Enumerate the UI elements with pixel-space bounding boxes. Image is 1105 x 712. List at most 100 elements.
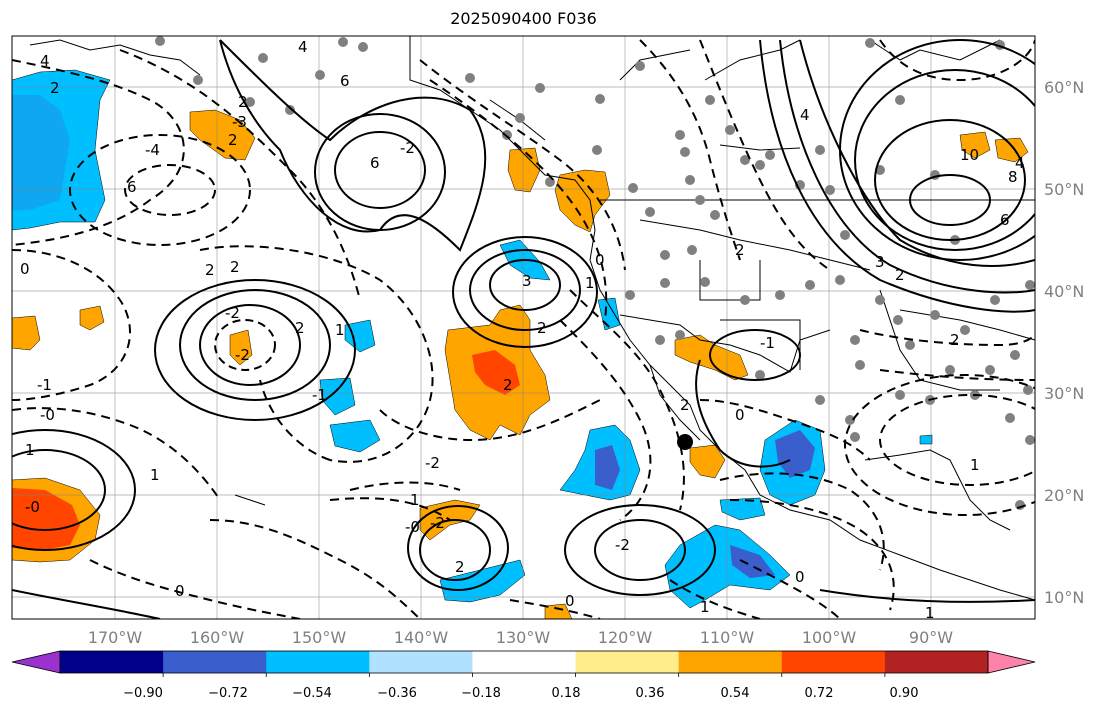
- contour-label: -1: [760, 334, 775, 352]
- contour-label: -1: [312, 386, 327, 404]
- colorbar-segment: [60, 651, 164, 673]
- coastlines: [29, 36, 1035, 601]
- contour-label: 0: [175, 582, 185, 600]
- contour-label: -2: [615, 536, 630, 554]
- contours: [12, 39, 1035, 619]
- colorbar: [11, 650, 1036, 677]
- lon-label: 140°W: [394, 628, 449, 647]
- contour-label: 2: [238, 93, 248, 111]
- graticule: [12, 36, 1035, 619]
- contour-label: 2: [950, 331, 960, 349]
- latitude-labels: 60°N 50°N 40°N 30°N 20°N 10°N: [1044, 78, 1084, 607]
- contour-label: -2: [430, 514, 445, 532]
- contour-label: 2: [735, 241, 745, 259]
- shade-blue-nw: [12, 69, 111, 231]
- contour-label: 4: [1015, 154, 1025, 172]
- dashed-contours: [12, 39, 1035, 619]
- shade-red-sw: [12, 488, 80, 550]
- colorbar-segment: [266, 651, 370, 673]
- lon-label: 170°W: [88, 628, 143, 647]
- lon-label: 100°W: [802, 628, 857, 647]
- colorbar-segment: [884, 651, 989, 673]
- contour-label: -2: [235, 346, 250, 364]
- contour-label: -2: [225, 304, 240, 322]
- contour-label: 2: [455, 558, 465, 576]
- contour-label: -4: [145, 141, 160, 159]
- colorbar-segment: [369, 651, 473, 673]
- contour-label: 4: [800, 106, 810, 124]
- contour-label: 0: [20, 260, 30, 278]
- colorbar-segment: [781, 651, 886, 673]
- colorbar-frame: [59, 650, 989, 674]
- colorbar-tick-labels: −0.90 −0.72 −0.54 −0.36 −0.18 0.18 0.36 …: [123, 686, 918, 701]
- contour-label: 1: [585, 274, 595, 292]
- colorbar-segment: [163, 651, 267, 673]
- contour-labels: 4 2 6 -4 2 -3 2 4 6 6 -2 2 0 -2 2 2 -2 1…: [20, 38, 1025, 622]
- contour-label: 1: [335, 321, 345, 339]
- colorbar-tick-label: 0.18: [552, 686, 581, 701]
- contour-label: -0: [40, 406, 55, 424]
- contour-label: 2: [228, 131, 238, 149]
- contour-label: -2: [400, 139, 415, 157]
- contour-label: 1: [700, 598, 710, 616]
- map-title: 2025090400 F036: [450, 9, 597, 28]
- lon-label: 160°W: [190, 628, 245, 647]
- contour-label: -0: [25, 498, 40, 516]
- contour-label: 2: [503, 376, 513, 394]
- colorbar-tick-label: −0.90: [123, 686, 163, 701]
- contour-label: 10: [960, 146, 979, 164]
- contour-label: -1: [37, 376, 52, 394]
- contour-label: -2: [425, 454, 440, 472]
- contour-label: 2: [895, 266, 905, 284]
- lat-label: 30°N: [1044, 384, 1084, 403]
- contour-label: 2: [230, 258, 240, 276]
- storm-center-marker: [677, 434, 693, 450]
- contour-label: 1: [150, 466, 160, 484]
- colorbar-tick-label: −0.18: [461, 686, 501, 701]
- contour-label: 8: [1008, 168, 1018, 186]
- contour-label: 2: [295, 319, 305, 337]
- lat-label: 60°N: [1044, 78, 1084, 97]
- lon-label: 90°W: [909, 628, 953, 647]
- contour-label: 1: [25, 441, 35, 459]
- contour-label: 0: [595, 251, 605, 269]
- lon-label: 120°W: [598, 628, 653, 647]
- colorbar-tick-label: 0.36: [636, 686, 665, 701]
- contour-label: 4: [298, 38, 308, 56]
- contour-label: 3: [522, 272, 532, 290]
- contour-label: 6: [370, 154, 380, 172]
- colorbar-extend-high: [987, 650, 1036, 674]
- contour-label: 1: [925, 604, 935, 622]
- colorbar-tick-label: −0.54: [292, 686, 332, 701]
- colorbar-tick-label: 0.72: [805, 686, 834, 701]
- contour-label: 4: [40, 52, 50, 70]
- lat-label: 20°N: [1044, 486, 1084, 505]
- lat-label: 40°N: [1044, 282, 1084, 301]
- contour-label: 0: [565, 592, 575, 610]
- contour-label: 6: [127, 178, 137, 196]
- colorbar-segment: [575, 651, 680, 673]
- contour-label: 0: [795, 568, 805, 586]
- colorbar-tick-label: −0.36: [377, 686, 417, 701]
- colorbar-segment: [678, 651, 783, 673]
- lon-label: 130°W: [496, 628, 551, 647]
- lon-label: 150°W: [292, 628, 347, 647]
- contour-label: 1: [410, 491, 420, 509]
- contour-label: 6: [340, 72, 350, 90]
- colorbar-tick-label: 0.54: [721, 686, 750, 701]
- contour-label: 0: [735, 406, 745, 424]
- contour-label: -3: [232, 113, 247, 131]
- lat-label: 50°N: [1044, 180, 1084, 199]
- colorbar-tick-label: −0.72: [208, 686, 248, 701]
- shade-blue-south: [664, 524, 791, 609]
- contour-label: 6: [1000, 211, 1010, 229]
- shade-blue-nw-inner: [12, 95, 70, 210]
- contour-label: 2: [537, 319, 547, 337]
- shaded-anomalies: [12, 69, 1029, 619]
- contour-label: 2: [205, 261, 215, 279]
- lon-label: 110°W: [700, 628, 755, 647]
- colorbar-segment: [472, 651, 577, 673]
- contour-label: 3: [875, 253, 885, 271]
- contour-label: 1: [970, 456, 980, 474]
